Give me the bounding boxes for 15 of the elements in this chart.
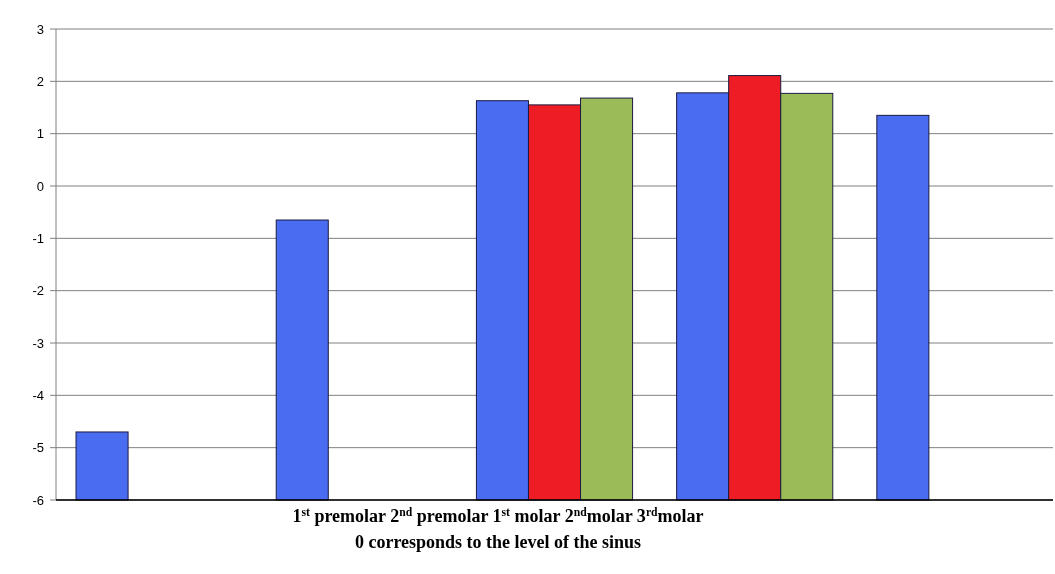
y-tick-label: -6: [32, 492, 44, 508]
y-tick-label: 3: [36, 21, 44, 37]
y-tick-label: -1: [32, 230, 44, 246]
bar: [876, 114, 930, 501]
y-tick-label: -3: [32, 335, 44, 351]
y-tick-label: 2: [36, 73, 44, 89]
bar: [75, 431, 129, 501]
text: 0 corresponds to the level of the sinus: [354, 532, 642, 552]
bar: [275, 219, 329, 501]
y-tick-label: 1: [36, 126, 44, 142]
y-tick-label: -5: [32, 440, 44, 456]
text: 1$^{st}$ premolar 2$^{nd}$ premolar 1$^{st}$ molar 2$^{nd}$molar 3$^{rd}$molar: [292, 505, 704, 526]
y-tick-label: -4: [32, 387, 44, 403]
y-tick-label: 0: [36, 178, 44, 194]
y-tick-label: -2: [32, 283, 44, 299]
